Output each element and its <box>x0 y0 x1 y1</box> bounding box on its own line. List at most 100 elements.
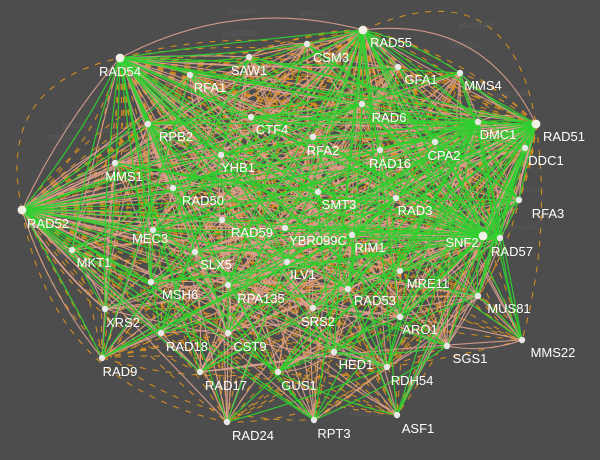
graph-node-rad51[interactable] <box>531 119 541 129</box>
graph-node-rad16[interactable] <box>376 146 384 154</box>
node-label-ybr099c: YBR099C <box>289 233 347 248</box>
graph-node-csm3[interactable] <box>303 40 311 48</box>
graph-node-smt3[interactable] <box>314 188 322 196</box>
graph-node-rad9[interactable] <box>98 354 106 362</box>
edge-genetic <box>189 74 222 156</box>
graph-node-ybr099c[interactable] <box>281 224 289 232</box>
graph-node-dmc1[interactable] <box>474 118 482 126</box>
edge-physical <box>476 235 484 297</box>
node-layer[interactable] <box>17 25 541 426</box>
edge-physical <box>101 234 353 359</box>
graph-node-msh6[interactable] <box>147 278 155 286</box>
graph-node-xrs2[interactable] <box>101 305 109 313</box>
edge-physical <box>150 56 250 283</box>
edge-physical <box>194 235 484 253</box>
edge-genetic <box>21 209 401 318</box>
graph-node-rdh54[interactable] <box>383 363 391 371</box>
edge-physical <box>477 120 537 125</box>
graph-node-mms1[interactable] <box>111 159 119 167</box>
edge-physical <box>194 251 335 353</box>
edge-genetic <box>386 339 523 368</box>
graph-node-aro1[interactable] <box>396 313 404 321</box>
edge-genetic <box>347 29 364 290</box>
edge-physical <box>119 57 162 334</box>
graph-node-rpt3[interactable] <box>310 416 318 424</box>
edge-physical <box>119 57 196 253</box>
graph-node-rad52[interactable] <box>17 205 27 215</box>
edge-type-watermark: yeastNet <box>418 290 454 300</box>
graph-node-mms22[interactable] <box>518 336 526 344</box>
graph-node-rpa135[interactable] <box>224 281 232 289</box>
graph-node-rad55[interactable] <box>358 25 368 35</box>
graph-node-ctf4[interactable] <box>247 113 255 121</box>
edge-yeastnet <box>312 307 523 341</box>
graph-node-rad3[interactable] <box>392 194 400 202</box>
graph-node-hed1[interactable] <box>330 348 338 356</box>
graph-node-srs2[interactable] <box>309 304 317 312</box>
edge-physical <box>147 123 349 290</box>
edge-genetic <box>397 66 537 125</box>
graph-node-rad24[interactable] <box>223 418 231 426</box>
edge-genetic <box>286 43 317 263</box>
edge-yeastnet <box>250 116 288 263</box>
graph-node-rfa3[interactable] <box>515 196 523 204</box>
node-label-yhb1: YHB1 <box>221 160 255 175</box>
edge-physical <box>21 209 201 373</box>
graph-node-asf1[interactable] <box>393 411 401 419</box>
node-label-saw1: SAW1 <box>231 63 267 78</box>
graph-node-rad50[interactable] <box>169 184 177 192</box>
edge-genetic <box>277 235 484 373</box>
graph-node-rfa1[interactable] <box>186 71 194 79</box>
edge-physical <box>362 29 479 123</box>
graph-node-rad54[interactable] <box>115 53 125 63</box>
edge-type-watermark: genetic <box>128 284 158 294</box>
edge-genetic <box>21 29 364 211</box>
edge-type-watermark: yeastNet <box>92 125 128 135</box>
graph-node-rpb2[interactable] <box>144 120 152 128</box>
edge-genetic <box>521 123 543 341</box>
graph-node-snf2[interactable] <box>478 231 488 241</box>
edge-type-watermark: physical <box>512 184 545 194</box>
node-label-aro1: ARO1 <box>402 322 437 337</box>
graph-node-ddc1[interactable] <box>521 144 529 152</box>
edge-physical <box>250 116 479 123</box>
graph-node-sgs1[interactable] <box>443 342 451 350</box>
graph-node-yhb1[interactable] <box>217 151 225 159</box>
node-label-rad9: RAD9 <box>103 364 138 379</box>
graph-node-rfa2[interactable] <box>309 133 317 141</box>
graph-node-slx5[interactable] <box>191 248 199 256</box>
edge-physical <box>147 123 314 309</box>
edge-type-watermark: yeastNet <box>222 28 258 38</box>
graph-node-rad6[interactable] <box>358 100 366 108</box>
edge-genetic <box>227 116 261 334</box>
graph-node-rad57[interactable] <box>496 234 504 242</box>
graph-node-mms4[interactable] <box>456 69 464 77</box>
graph-node-mec3[interactable] <box>149 226 157 234</box>
graph-node-rad18[interactable] <box>157 329 165 337</box>
graph-node-saw1[interactable] <box>245 53 253 61</box>
edge-genetic <box>386 72 461 368</box>
graph-node-rad53[interactable] <box>344 285 352 293</box>
graph-node-ilv1[interactable] <box>283 258 291 266</box>
edge-physical-direct <box>227 332 279 373</box>
edge-physical <box>220 56 250 156</box>
edge-physical <box>459 72 501 239</box>
graph-node-mre11[interactable] <box>396 267 404 275</box>
node-label-rad18: RAD18 <box>166 339 208 354</box>
graph-node-cpa2[interactable] <box>431 138 439 146</box>
graph-node-rad17[interactable] <box>196 368 204 376</box>
graph-node-rim1[interactable] <box>348 231 356 239</box>
edge-genetic <box>317 191 349 290</box>
edge-physical <box>220 154 288 263</box>
graph-node-gus1[interactable] <box>274 368 282 376</box>
node-label-gfa1: GFA1 <box>404 72 437 87</box>
graph-node-cst9[interactable] <box>224 329 232 337</box>
node-label-srs2: SRS2 <box>301 314 335 329</box>
graph-node-gfa1[interactable] <box>394 63 402 71</box>
graph-node-mkt1[interactable] <box>68 246 76 254</box>
edge-physical <box>21 209 223 221</box>
graph-node-mus81[interactable] <box>474 292 482 300</box>
graph-node-rad59[interactable] <box>218 216 226 224</box>
edge-genetic <box>333 141 436 353</box>
